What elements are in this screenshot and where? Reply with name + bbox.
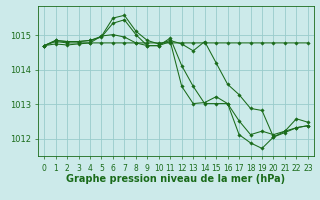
X-axis label: Graphe pression niveau de la mer (hPa): Graphe pression niveau de la mer (hPa) — [67, 174, 285, 184]
